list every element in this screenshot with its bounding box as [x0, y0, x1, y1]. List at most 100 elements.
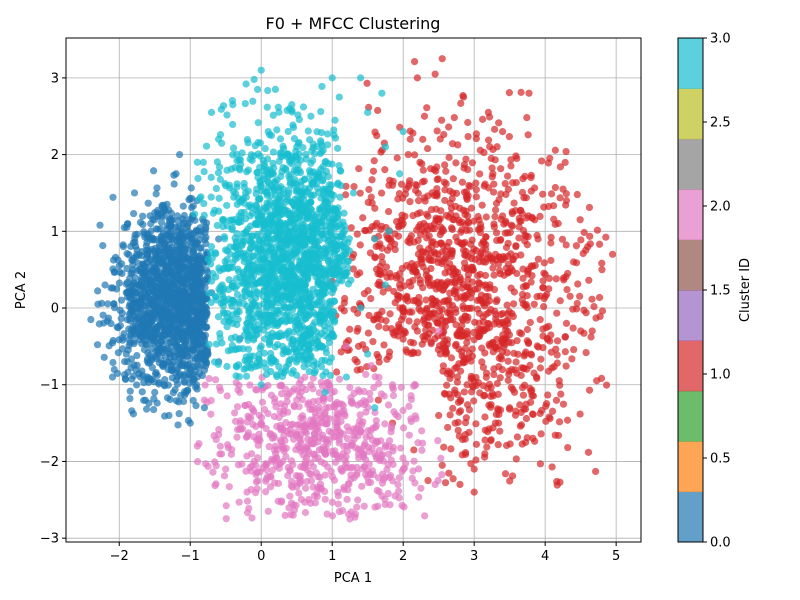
cluster-1-point	[505, 331, 514, 339]
cluster-1-point	[481, 450, 489, 458]
cluster-1-point	[456, 397, 464, 405]
cluster-2-point	[347, 394, 355, 402]
cluster-2-point	[318, 412, 326, 421]
cluster-1-point	[555, 418, 564, 426]
cluster-2-point	[366, 395, 374, 404]
cluster-1-point	[443, 280, 451, 288]
cluster-1-point	[517, 88, 525, 96]
cluster-1-point	[481, 349, 489, 357]
cluster-1-point	[542, 402, 550, 410]
cluster-1-point	[419, 166, 427, 174]
cluster-1-point	[472, 193, 480, 201]
cluster-2-point	[279, 426, 287, 434]
cluster-0-point	[192, 402, 200, 410]
cluster-3-point	[317, 137, 325, 145]
cluster-1-point	[403, 261, 411, 270]
cluster-1-point	[424, 212, 432, 220]
cluster-1-point	[513, 269, 521, 278]
cluster-3-point	[234, 315, 242, 323]
cluster-0-point	[131, 301, 139, 309]
cluster-3-point	[318, 271, 326, 279]
cluster-1-point	[539, 344, 547, 352]
cluster-3-point	[264, 86, 272, 95]
cluster-1-point	[456, 480, 464, 489]
cluster-1-point	[476, 228, 484, 237]
cluster-0-point	[179, 356, 187, 364]
cluster-0-point	[149, 167, 158, 175]
cluster-1-point	[531, 216, 539, 224]
cluster-1-point	[422, 296, 430, 304]
cluster-1-point	[481, 436, 489, 444]
cluster-2-point	[286, 421, 295, 429]
cluster-3-point	[214, 313, 223, 321]
cluster-0-point	[105, 342, 113, 350]
cluster-1-point	[462, 247, 470, 255]
cluster-2-point	[340, 483, 348, 492]
cluster-3-point	[227, 334, 235, 342]
cluster-1-point	[482, 245, 490, 253]
cluster-2-point	[294, 472, 302, 480]
cluster-2-point	[321, 495, 329, 503]
cluster-0-point	[112, 285, 121, 293]
cluster-3-point	[253, 279, 261, 287]
cluster-2-point	[371, 373, 379, 381]
cluster-3-point	[286, 158, 294, 166]
cluster-2-point	[377, 437, 385, 445]
cluster-0-point	[153, 399, 161, 407]
cluster-0-point	[121, 357, 129, 366]
cluster-1-point	[508, 472, 517, 480]
cluster-2-point	[364, 427, 372, 435]
cluster-1-point	[522, 414, 531, 423]
cluster-1-point	[376, 270, 384, 278]
cluster-0-point	[202, 223, 210, 231]
cluster-2-point	[307, 476, 316, 485]
cluster-3-point	[267, 367, 275, 376]
cluster-1-point	[531, 184, 539, 192]
cluster-3-point	[271, 178, 279, 187]
cluster-1-point	[561, 332, 570, 341]
cluster-0-point	[146, 276, 154, 284]
cluster-1-point	[573, 190, 581, 199]
cluster-3-point	[272, 286, 280, 294]
cluster-1-point	[588, 327, 596, 335]
cluster-0-point	[133, 381, 141, 389]
cluster-0-point	[167, 209, 175, 217]
cluster-1-point	[371, 222, 379, 230]
cluster-1-point	[356, 269, 364, 277]
cluster-3-point	[263, 303, 271, 311]
cluster-0-point	[117, 296, 126, 304]
cluster-3-point	[229, 144, 238, 152]
cluster-2-point	[331, 451, 340, 459]
cluster-3-point	[231, 189, 240, 198]
cluster-1-point	[523, 325, 531, 334]
cluster-2-point	[247, 414, 255, 422]
cluster-0-point	[181, 341, 189, 350]
cluster-2-point	[435, 327, 443, 335]
cluster-1-point	[540, 203, 548, 211]
cluster-1-point	[484, 292, 492, 300]
cluster-3-point	[219, 217, 227, 225]
cluster-3-point	[332, 206, 340, 214]
cluster-1-point	[484, 319, 492, 328]
cluster-1-point	[574, 280, 582, 288]
cluster-2-point	[399, 454, 407, 462]
cluster-1-point	[367, 294, 375, 303]
cluster-0-point	[115, 262, 123, 270]
cluster-2-point	[330, 387, 339, 396]
cluster-3-point	[194, 174, 202, 183]
cluster-1-point	[394, 195, 402, 203]
cluster-3-point	[262, 297, 270, 305]
cluster-2-point	[385, 437, 394, 445]
cluster-1-point	[425, 314, 433, 322]
cluster-3-point	[258, 254, 266, 262]
cluster-0-point	[150, 406, 158, 414]
cluster-1-point	[488, 339, 497, 347]
cluster-1-point	[509, 255, 517, 263]
cluster-2-point	[378, 492, 386, 500]
cluster-1-point	[553, 359, 561, 367]
cluster-3-point	[220, 233, 228, 241]
cluster-3-point	[332, 258, 340, 266]
cluster-2-point	[321, 450, 329, 458]
cluster-0-point	[146, 212, 154, 220]
cluster-1-point	[479, 237, 487, 246]
